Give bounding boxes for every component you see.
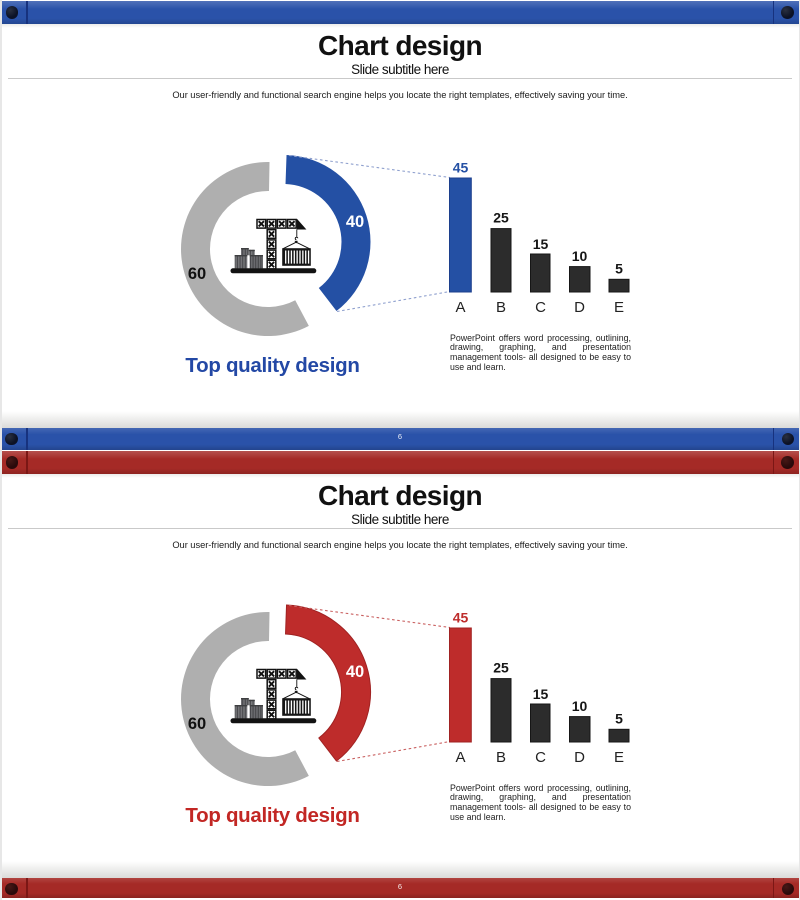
svg-text:60: 60	[188, 265, 206, 283]
svg-text:5: 5	[615, 261, 623, 277]
svg-text:15: 15	[533, 236, 549, 252]
svg-text:D: D	[574, 749, 585, 766]
svg-text:D: D	[574, 299, 585, 316]
svg-text:60: 60	[188, 715, 206, 733]
svg-text:C: C	[535, 299, 546, 316]
svg-text:E: E	[614, 749, 624, 766]
svg-text:25: 25	[493, 660, 509, 676]
svg-text:25: 25	[493, 210, 509, 226]
svg-text:E: E	[614, 299, 624, 316]
svg-text:10: 10	[572, 248, 588, 264]
svg-text:45: 45	[453, 610, 469, 626]
svg-text:40: 40	[346, 663, 364, 681]
svg-text:5: 5	[615, 711, 623, 727]
svg-text:40: 40	[346, 213, 364, 231]
svg-text:10: 10	[572, 698, 588, 714]
svg-text:B: B	[496, 749, 506, 766]
svg-text:A: A	[455, 299, 465, 316]
svg-text:B: B	[496, 299, 506, 316]
svg-text:A: A	[455, 749, 465, 766]
svg-text:15: 15	[533, 686, 549, 702]
svg-text:C: C	[535, 749, 546, 766]
svg-text:45: 45	[453, 160, 469, 176]
